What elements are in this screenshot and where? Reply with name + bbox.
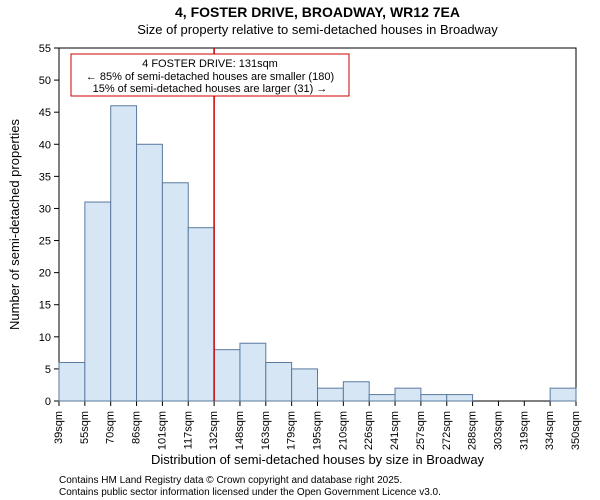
histogram-bar	[266, 362, 292, 401]
ytick-label: 55	[39, 43, 51, 55]
annotation-line-3: 15% of semi-detached houses are larger (…	[93, 83, 328, 95]
xtick-label: 288sqm	[467, 411, 479, 450]
ytick-label: 0	[45, 396, 51, 408]
xtick-label: 195sqm	[312, 411, 324, 450]
property-size-histogram: { "chart": { "type": "histogram", "width…	[0, 0, 600, 500]
histogram-bar	[447, 395, 473, 401]
histogram-bar	[369, 395, 395, 401]
histogram-bar	[188, 228, 214, 401]
xtick-label: 319sqm	[518, 411, 530, 450]
annotation-line-2: ← 85% of semi-detached houses are smalle…	[86, 71, 334, 83]
xtick-label: 257sqm	[415, 411, 427, 450]
histogram-bar	[85, 202, 111, 401]
histogram-bar	[162, 183, 188, 401]
histogram-bar	[137, 144, 163, 401]
xtick-label: 226sqm	[363, 411, 375, 450]
x-axis-label: Distribution of semi-detached houses by …	[151, 452, 485, 467]
y-axis-label: Number of semi-detached properties	[7, 119, 22, 330]
ytick-label: 35	[39, 171, 51, 183]
xtick-label: 334sqm	[544, 411, 556, 450]
annotation-line-1: 4 FOSTER DRIVE: 131sqm	[142, 58, 278, 70]
histogram-bar	[318, 388, 344, 401]
xtick-label: 86sqm	[131, 411, 143, 444]
ytick-label: 40	[39, 139, 51, 151]
histogram-bar	[59, 362, 85, 401]
histogram-bar	[214, 350, 240, 401]
histogram-bar	[395, 388, 421, 401]
footer-line-1: Contains HM Land Registry data © Crown c…	[59, 475, 402, 486]
xtick-label: 148sqm	[234, 411, 246, 450]
ytick-label: 15	[39, 300, 51, 312]
ytick-label: 30	[39, 203, 51, 215]
xtick-label: 117sqm	[182, 411, 194, 449]
chart-svg: 4, FOSTER DRIVE, BROADWAY, WR12 7EA Size …	[0, 0, 600, 500]
ytick-label: 25	[39, 236, 51, 248]
footer-line-2: Contains public sector information licen…	[59, 487, 441, 498]
xtick-label: 179sqm	[286, 411, 298, 450]
ytick-label: 45	[39, 107, 51, 119]
ytick-label: 50	[39, 75, 51, 87]
histogram-bar	[550, 388, 576, 401]
ytick-label: 5	[45, 364, 51, 376]
histogram-bar	[111, 106, 137, 401]
xtick-label: 210sqm	[337, 411, 349, 450]
histogram-bar	[240, 343, 266, 401]
histogram-bar	[343, 382, 369, 401]
xtick-label: 70sqm	[105, 411, 117, 444]
histogram-bar	[292, 369, 318, 401]
histogram-bar	[421, 395, 447, 401]
xtick-label: 241sqm	[389, 411, 401, 450]
xtick-label: 272sqm	[441, 411, 453, 450]
xtick-label: 350sqm	[570, 411, 582, 450]
chart-title: 4, FOSTER DRIVE, BROADWAY, WR12 7EA	[175, 4, 460, 20]
ytick-label: 20	[39, 268, 51, 280]
xtick-label: 39sqm	[53, 411, 65, 444]
xtick-label: 163sqm	[260, 411, 272, 450]
ytick-label: 10	[39, 332, 51, 344]
xtick-label: 101sqm	[156, 411, 168, 450]
xtick-label: 132sqm	[208, 411, 220, 450]
chart-subtitle: Size of property relative to semi-detach…	[137, 22, 498, 37]
xtick-label: 303sqm	[492, 411, 504, 450]
xtick-label: 55sqm	[79, 411, 91, 444]
